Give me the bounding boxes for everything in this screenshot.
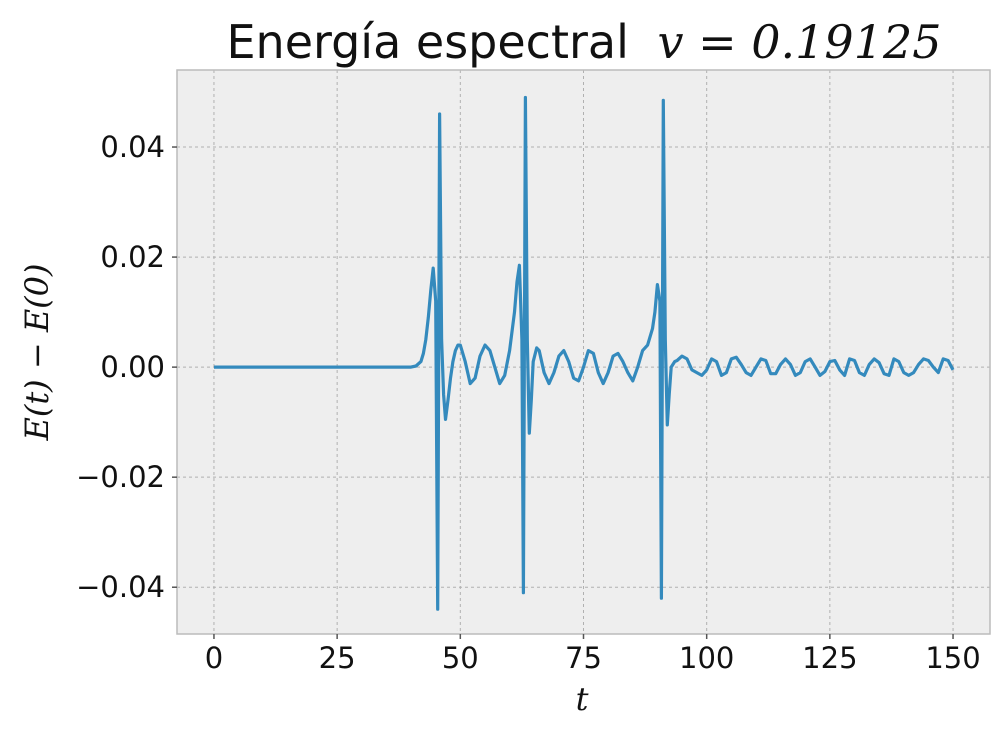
chart-title-math: v = 0.19125 (658, 15, 942, 69)
y-axis-label: E(t) − E(0) (18, 263, 56, 441)
plot-area (176, 69, 991, 635)
x-tick-label: 75 (565, 641, 602, 675)
y-tick-label: 0.04 (100, 130, 165, 164)
chart-title-text: Energía espectral (226, 15, 628, 69)
x-tick-label: 125 (802, 641, 857, 675)
chart-title: Energía espectral v = 0.19125 (226, 15, 941, 69)
x-axis-ticks: 0 25 50 75 100 125 150 (205, 634, 981, 675)
y-tick-label: −0.02 (76, 460, 165, 494)
series-line-0 (214, 95, 955, 611)
y-tick-label: 0.00 (100, 350, 165, 384)
x-tick-label: 100 (679, 641, 734, 675)
x-tick-label: 50 (442, 641, 479, 675)
y-tick-label: 0.02 (100, 240, 165, 274)
y-tick-label: −0.04 (76, 570, 165, 604)
x-tick-label: 25 (319, 641, 356, 675)
x-tick-label: 150 (925, 641, 980, 675)
x-axis-label: t (576, 680, 589, 718)
y-axis-ticks: −0.04 −0.02 0.00 0.02 0.04 (76, 130, 177, 604)
x-tick-label: 0 (205, 641, 223, 675)
